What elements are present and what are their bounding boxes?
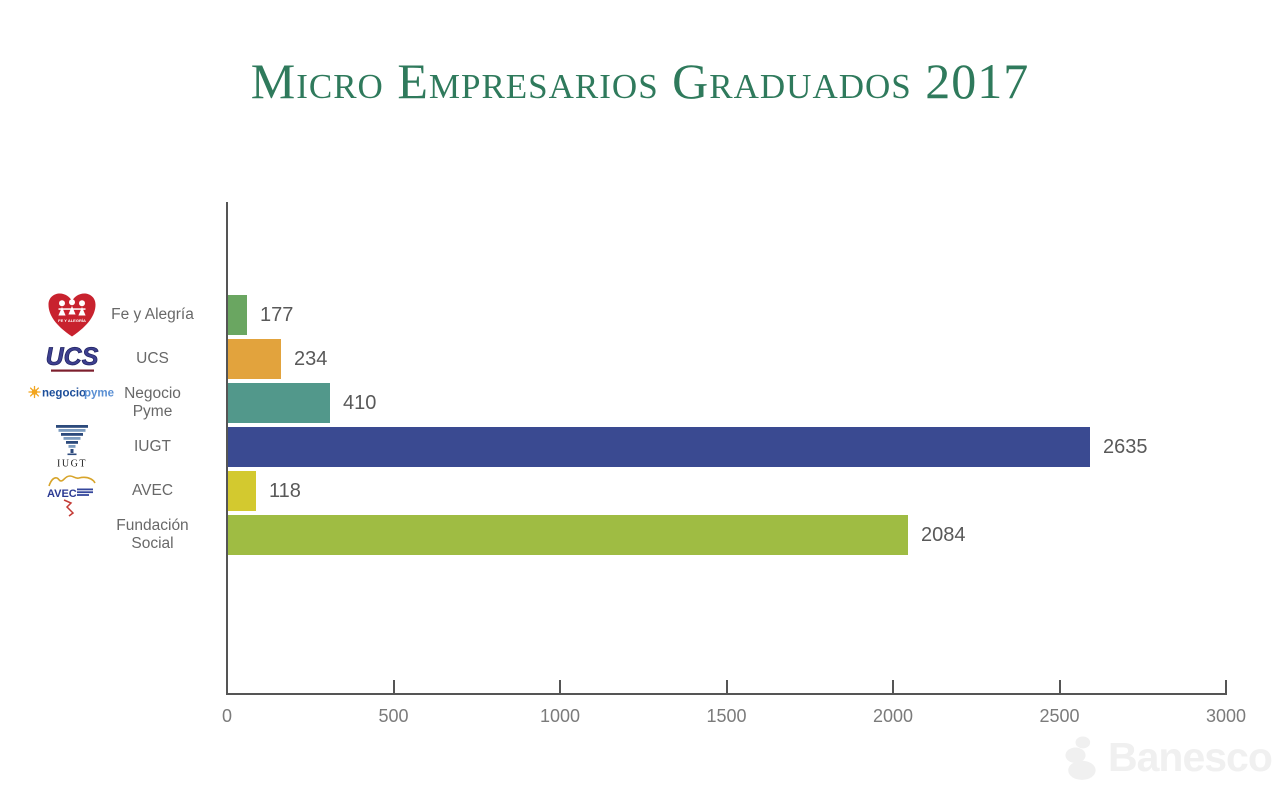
bar	[228, 339, 281, 379]
category-label: Negocio Pyme	[124, 385, 181, 420]
chart-row: Fundación Social 2084	[0, 515, 1280, 555]
x-axis-tick	[559, 680, 561, 693]
x-axis-tick	[392, 680, 395, 693]
bar	[228, 427, 1090, 467]
x-axis-tick	[725, 680, 728, 693]
bar	[228, 515, 908, 555]
svg-text:FE Y ALEGRÍA: FE Y ALEGRÍA	[58, 318, 86, 323]
category-label: UCS	[136, 350, 169, 368]
ucs-logo-icon: UCS	[28, 339, 116, 379]
x-axis-tick-label: 1000	[539, 706, 581, 726]
svg-text:UCS: UCS	[46, 343, 99, 371]
svg-text:IUGT: IUGT	[57, 459, 87, 470]
category-label: IUGT	[133, 438, 172, 456]
x-axis-tick-label: 2000	[872, 706, 914, 726]
negociopyme-logo-icon: negocio pyme	[28, 372, 116, 412]
x-axis-tick-label: 2500	[1039, 706, 1080, 726]
x-axis-tick-label: 0	[221, 706, 233, 726]
chart-row: UCS UCS 234	[0, 339, 1280, 379]
svg-text:AVEC: AVEC	[47, 488, 77, 500]
bar	[228, 383, 330, 423]
x-axis-tick-label: 3000	[1205, 706, 1247, 726]
chart-row: negocio pyme Negocio Pyme 410	[0, 383, 1280, 423]
x-axis-tick-label: 500	[378, 706, 409, 726]
x-axis-line	[226, 693, 1227, 695]
bar-value-label: 2635	[1103, 436, 1148, 458]
x-axis-tick	[1225, 680, 1227, 693]
bar-value-label: 410	[343, 392, 377, 414]
bar-value-label: 234	[294, 348, 328, 370]
x-axis-tick	[1058, 680, 1061, 693]
banesco-pebbles-icon	[1060, 735, 1102, 781]
x-axis-tick	[226, 680, 228, 693]
x-axis-tick-label: 1500	[706, 706, 747, 726]
chart-row: AVEC AVEC 118	[0, 471, 1280, 517]
category-label: AVEC	[131, 482, 174, 500]
chart-row: FE Y ALEGRÍA Fe y Alegría 177	[0, 293, 1280, 337]
bar-value-label: 177	[260, 304, 294, 326]
svg-text:negocio: negocio	[42, 388, 86, 400]
x-axis-tick	[892, 680, 894, 693]
svg-text:pyme: pyme	[84, 388, 114, 400]
bar	[228, 471, 256, 511]
avec-logo-icon: AVEC	[28, 473, 116, 517]
iugt-logo-icon: IUGT	[28, 425, 116, 470]
banesco-watermark: Banesco	[1060, 734, 1273, 781]
y-axis-line	[226, 202, 228, 694]
banesco-wordmark: Banesco	[1108, 734, 1273, 780]
category-label: Fundación Social	[116, 517, 189, 552]
chart-row: IUGT IUGT 2635	[0, 425, 1280, 470]
page-title: Micro Empresarios Graduados 2017	[250, 53, 1030, 109]
bar-value-label: 2084	[921, 524, 966, 546]
bar	[228, 295, 247, 335]
bar-value-label: 118	[269, 480, 301, 502]
category-label: Fe y Alegría	[111, 306, 194, 324]
fe-y-alegria-logo-icon: FE Y ALEGRÍA	[28, 293, 116, 337]
